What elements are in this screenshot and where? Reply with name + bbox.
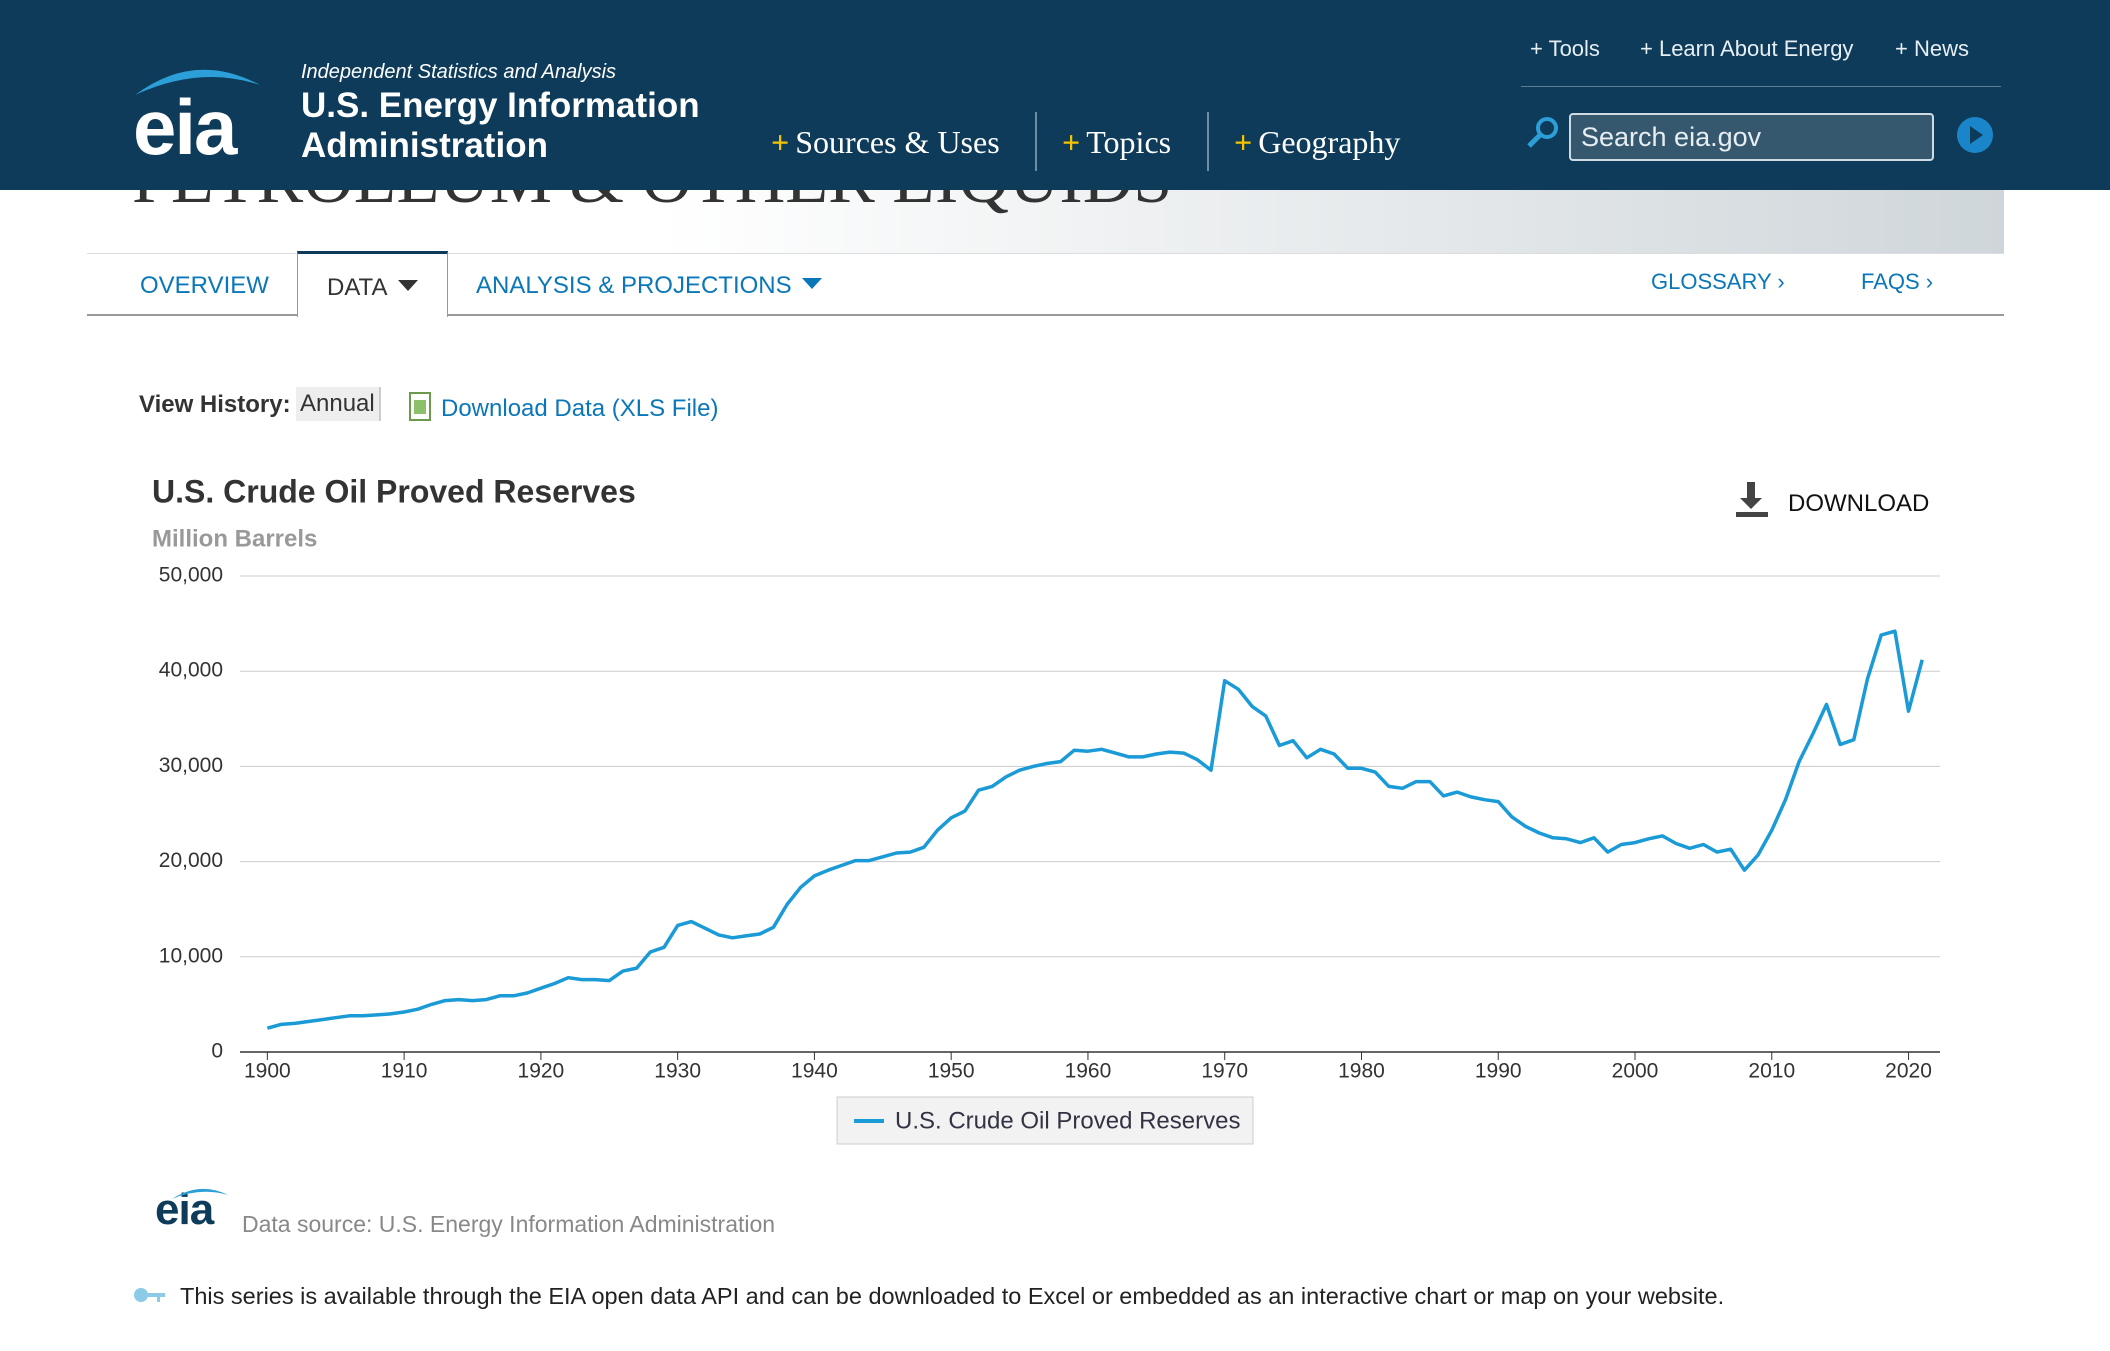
- site-header: eia Independent Statistics and Analysis …: [0, 0, 2110, 190]
- agency-name: Administration: [301, 126, 548, 165]
- y-tick-label: 40,000: [159, 659, 223, 682]
- tab[interactable]: FAQS ›: [1861, 269, 1934, 294]
- nav-plus: +: [1062, 124, 1081, 160]
- x-tick-label: 1910: [381, 1060, 428, 1083]
- x-tick-label: 1920: [518, 1060, 565, 1083]
- tab-label: DATA: [327, 274, 388, 301]
- x-tick-label: 2020: [1885, 1060, 1932, 1083]
- download-button[interactable]: DOWNLOAD: [1788, 490, 1930, 517]
- chart-title: U.S. Crude Oil Proved Reserves: [152, 473, 636, 509]
- y-tick-label: 50,000: [159, 564, 223, 587]
- tagline: Independent Statistics and Analysis: [301, 61, 617, 83]
- nav-item[interactable]: + Geography: [1234, 124, 1400, 161]
- caret: [802, 278, 822, 289]
- top-link[interactable]: + Learn About Energy: [1640, 36, 1854, 61]
- view-history-label: View History:: [139, 391, 291, 418]
- data-line: [266, 629, 1924, 1030]
- frequency[interactable]: Annual: [296, 387, 381, 421]
- x-tick-label: 1940: [791, 1060, 838, 1083]
- legend-box: [836, 1096, 1254, 1145]
- x-tick-label: 1950: [928, 1060, 975, 1083]
- tab[interactable]: ANALYSIS & PROJECTIONS: [476, 272, 792, 299]
- nav-item[interactable]: + Sources & Uses: [771, 124, 1000, 161]
- x-tick-label: 1900: [244, 1060, 291, 1083]
- top-link[interactable]: + Tools: [1530, 36, 1600, 61]
- nav-plus: +: [771, 124, 790, 160]
- xls-icon: [409, 392, 431, 421]
- x-tick-label: 1990: [1475, 1060, 1522, 1083]
- x-tick-label: 2000: [1612, 1060, 1659, 1083]
- nav-plus: +: [1234, 124, 1253, 160]
- logo-swoosh: [135, 69, 260, 95]
- search-icon[interactable]: [1525, 115, 1561, 151]
- agency-name: U.S. Energy Information: [301, 86, 700, 125]
- nav-item[interactable]: + Topics: [1062, 124, 1171, 161]
- caret: [398, 280, 418, 291]
- tab-active[interactable]: DATA: [297, 251, 448, 317]
- nav-label: Geography: [1258, 124, 1401, 160]
- chart: U.S. Crude Oil Proved Reserves Million B…: [152, 473, 1940, 1145]
- nav-label: Topics: [1086, 124, 1172, 160]
- chart-subtitle: Million Barrels: [152, 525, 317, 552]
- tab[interactable]: OVERVIEW: [140, 272, 269, 299]
- search-go[interactable]: [1956, 116, 1994, 154]
- search-box[interactable]: Search eia.gov: [1569, 113, 1934, 161]
- search-placeholder: Search eia.gov: [1581, 122, 1762, 152]
- y-tick-label: 10,000: [159, 944, 223, 967]
- x-tick-label: 1960: [1065, 1060, 1112, 1083]
- top-link[interactable]: + News: [1895, 36, 1969, 61]
- download-icon[interactable]: [1734, 480, 1774, 520]
- nav-label: Sources & Uses: [795, 124, 1000, 160]
- x-tick-label: 1980: [1338, 1060, 1385, 1083]
- y-tick-label: 30,000: [159, 754, 223, 777]
- x-tick-label: 2010: [1748, 1060, 1795, 1083]
- divider: [1521, 86, 2001, 87]
- data-source: Data source: U.S. Energy Information Adm…: [242, 1211, 776, 1237]
- logo[interactable]: eia: [133, 83, 237, 171]
- download-link[interactable]: Download Data (XLS File): [441, 395, 719, 422]
- api-note: This series is available through the EIA…: [180, 1283, 1725, 1309]
- y-tick-label: 0: [211, 1040, 223, 1063]
- tab[interactable]: GLOSSARY ›: [1651, 269, 1785, 294]
- separator: [1035, 112, 1037, 171]
- legend-label: U.S. Crude Oil Proved Reserves: [895, 1107, 1240, 1134]
- tab-bar: OVERVIEW DATA ANALYSIS & PROJECTIONS GLO…: [87, 251, 2004, 317]
- key-icon: [134, 1288, 165, 1302]
- x-tick-label: 1930: [654, 1060, 701, 1083]
- x-tick-label: 1970: [1201, 1060, 1248, 1083]
- y-tick-label: 20,000: [159, 849, 223, 872]
- footer-logo-swoosh: [172, 1188, 228, 1199]
- separator: [1207, 112, 1209, 171]
